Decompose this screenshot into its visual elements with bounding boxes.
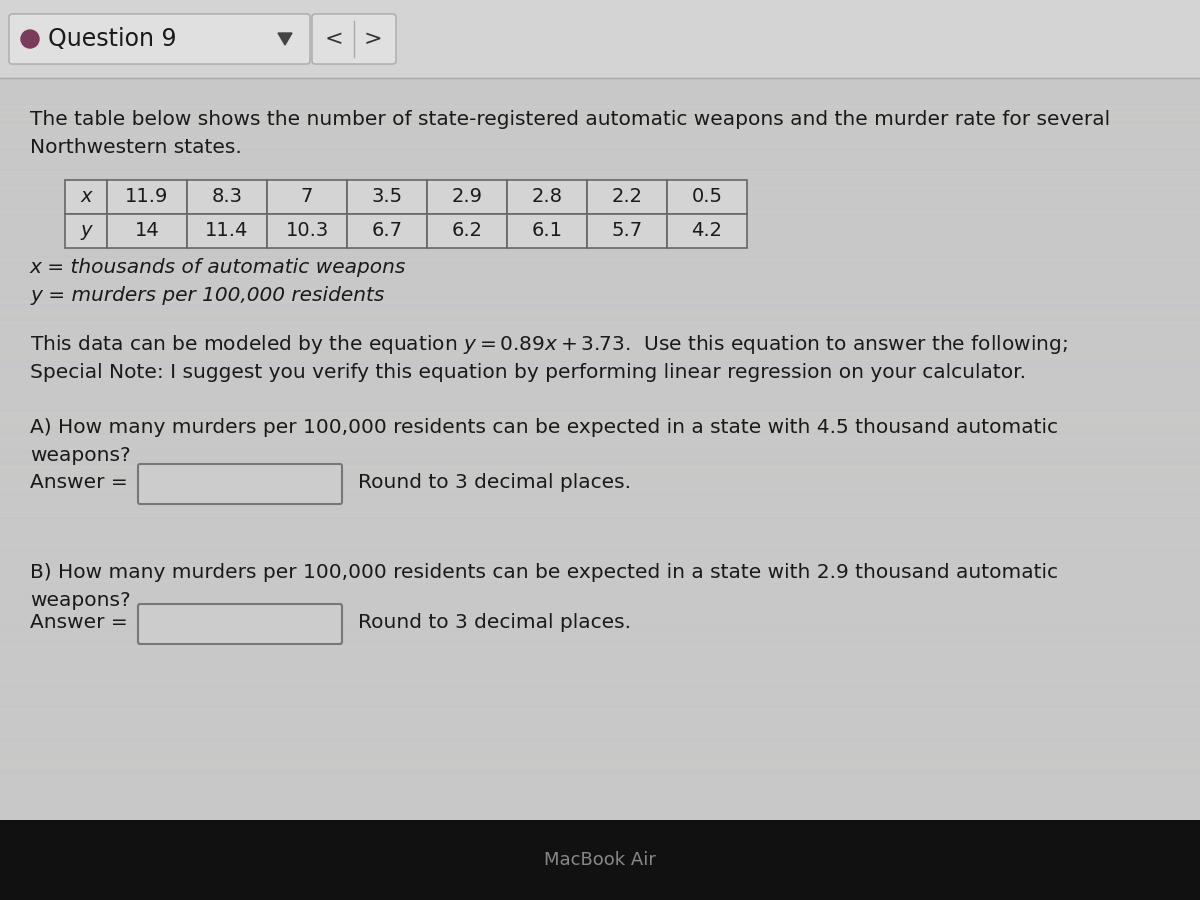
Bar <box>107 180 187 214</box>
Text: 10.3: 10.3 <box>286 221 329 240</box>
Bar <box>667 180 746 214</box>
Bar <box>266 214 347 248</box>
FancyBboxPatch shape <box>138 464 342 504</box>
Bar <box>187 214 266 248</box>
Bar <box>0 0 1200 78</box>
Text: B) How many murders per 100,000 residents can be expected in a state with 2.9 th: B) How many murders per 100,000 resident… <box>30 563 1058 582</box>
Bar <box>427 214 508 248</box>
Text: 11.4: 11.4 <box>205 221 248 240</box>
Bar <box>347 180 427 214</box>
Bar <box>65 214 107 248</box>
FancyBboxPatch shape <box>138 604 342 644</box>
Text: A) How many murders per 100,000 residents can be expected in a state with 4.5 th: A) How many murders per 100,000 resident… <box>30 418 1058 437</box>
Text: 8.3: 8.3 <box>211 187 242 206</box>
Text: 6.1: 6.1 <box>532 221 563 240</box>
Text: x = thousands of automatic weapons: x = thousands of automatic weapons <box>30 258 407 277</box>
Bar <box>266 180 347 214</box>
Circle shape <box>22 30 38 48</box>
Bar <box>0 78 1200 820</box>
Bar <box>508 214 587 248</box>
Text: 4.2: 4.2 <box>691 221 722 240</box>
Text: y = murders per 100,000 residents: y = murders per 100,000 residents <box>30 286 384 305</box>
Text: <: < <box>325 29 343 49</box>
Bar <box>508 180 587 214</box>
Text: 2.9: 2.9 <box>451 187 482 206</box>
Bar <box>107 214 187 248</box>
Text: 2.2: 2.2 <box>612 187 642 206</box>
Text: Round to 3 decimal places.: Round to 3 decimal places. <box>358 613 631 632</box>
Text: 3.5: 3.5 <box>372 187 402 206</box>
Text: 14: 14 <box>134 221 160 240</box>
Bar <box>667 214 746 248</box>
Bar <box>427 180 508 214</box>
Text: weapons?: weapons? <box>30 591 131 610</box>
Text: Answer =: Answer = <box>30 472 127 491</box>
Text: 7: 7 <box>301 187 313 206</box>
Text: 0.5: 0.5 <box>691 187 722 206</box>
Text: Special Note: I suggest you verify this equation by performing linear regression: Special Note: I suggest you verify this … <box>30 363 1026 382</box>
Text: weapons?: weapons? <box>30 446 131 465</box>
FancyBboxPatch shape <box>10 14 310 64</box>
Text: y: y <box>80 221 91 240</box>
Bar <box>347 214 427 248</box>
Polygon shape <box>278 33 292 45</box>
Bar <box>65 180 107 214</box>
Bar <box>0 820 1200 900</box>
Text: Round to 3 decimal places.: Round to 3 decimal places. <box>358 472 631 491</box>
Text: x: x <box>80 187 91 206</box>
Text: The table below shows the number of state-registered automatic weapons and the m: The table below shows the number of stat… <box>30 110 1110 129</box>
FancyBboxPatch shape <box>312 14 396 64</box>
Text: MacBook Air: MacBook Air <box>544 851 656 869</box>
Text: >: > <box>364 29 383 49</box>
Bar <box>587 214 667 248</box>
Text: Northwestern states.: Northwestern states. <box>30 138 241 157</box>
Text: Answer =: Answer = <box>30 613 127 632</box>
Bar <box>587 180 667 214</box>
Text: 5.7: 5.7 <box>612 221 642 240</box>
Text: 2.8: 2.8 <box>532 187 563 206</box>
Text: 11.9: 11.9 <box>125 187 169 206</box>
Text: Question 9: Question 9 <box>48 27 176 51</box>
Bar <box>187 180 266 214</box>
Text: 6.2: 6.2 <box>451 221 482 240</box>
Text: 6.7: 6.7 <box>372 221 402 240</box>
Text: This data can be modeled by the equation $y = 0.89x + 3.73$.  Use this equation : This data can be modeled by the equation… <box>30 333 1068 356</box>
